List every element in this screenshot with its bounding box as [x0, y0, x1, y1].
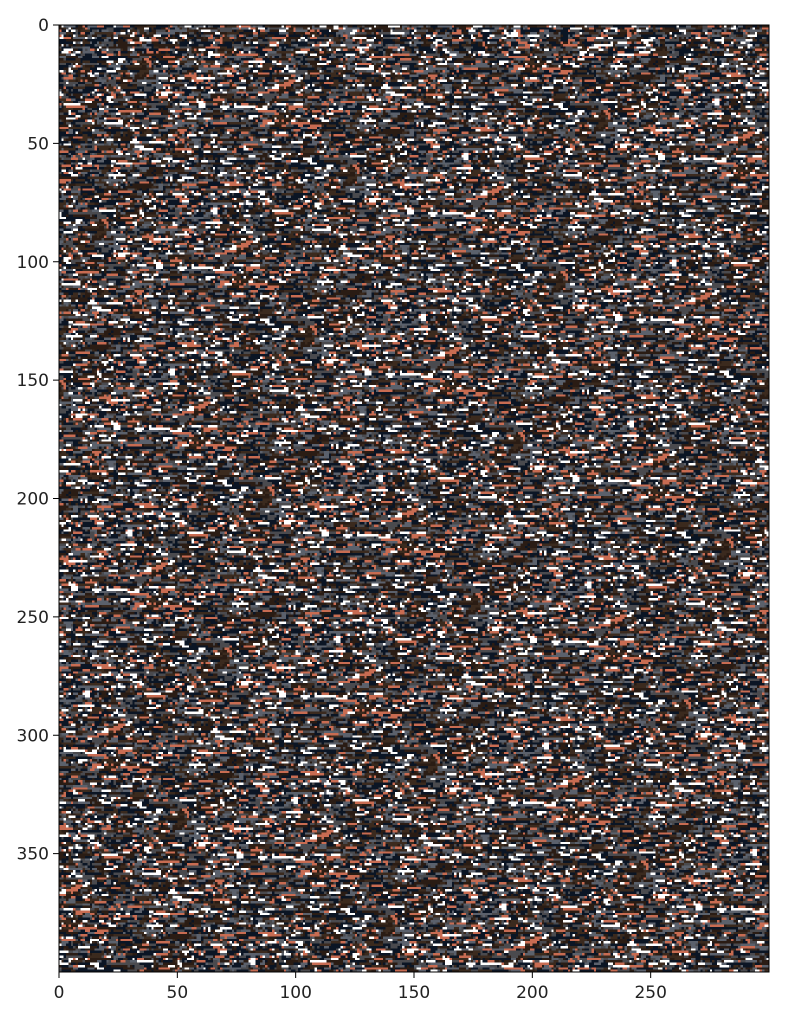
heatmap-image: [59, 25, 769, 972]
y-tick-label: 250: [17, 608, 49, 628]
plot-area: [58, 24, 770, 973]
y-tick-label: 150: [17, 371, 49, 391]
x-tick-label: 100: [279, 983, 311, 1003]
x-tick-label: 150: [398, 983, 430, 1003]
x-tick-label: 0: [54, 983, 65, 1003]
y-tick-label: 300: [17, 726, 49, 746]
y-tick-label: 100: [17, 253, 49, 273]
y-axis: 0 50 100 150 200 250 300 350: [17, 16, 59, 865]
y-tick-label: 50: [27, 134, 49, 154]
x-tick-label: 50: [167, 983, 189, 1003]
heatmap-canvas: [59, 25, 769, 972]
x-axis: 0 50 100 150 200 250: [54, 972, 667, 1003]
heatmap-raster: [59, 25, 769, 972]
y-tick-label: 200: [17, 490, 49, 510]
x-tick-label: 250: [634, 983, 666, 1003]
x-tick-label: 200: [516, 983, 548, 1003]
y-tick-label: 0: [38, 16, 49, 36]
y-tick-label: 350: [17, 845, 49, 865]
